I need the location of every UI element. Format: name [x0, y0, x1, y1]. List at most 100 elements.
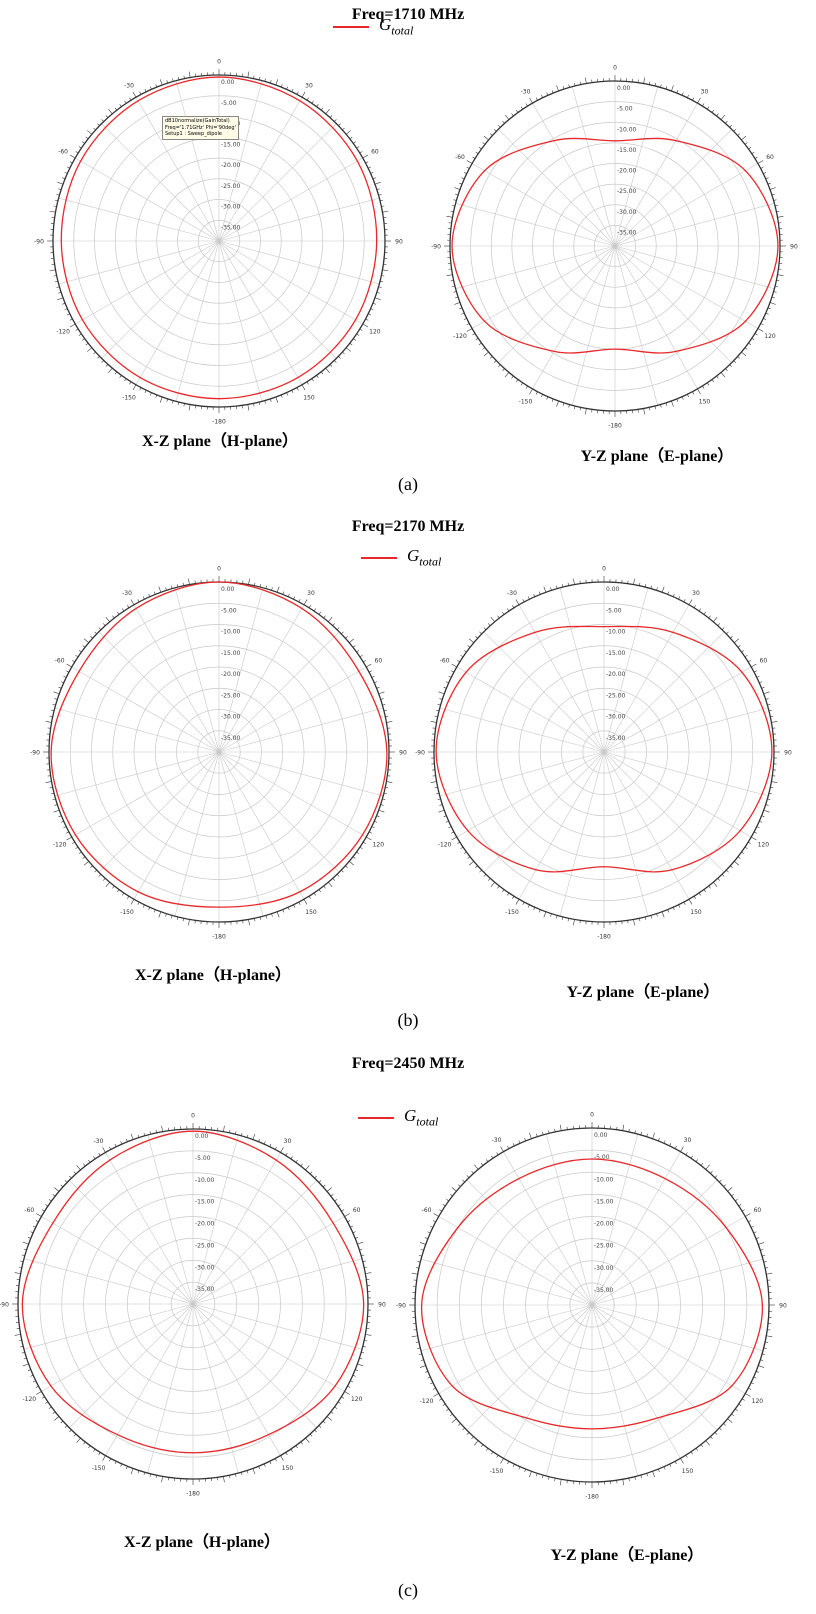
angle-tick	[695, 1159, 699, 1162]
grid-spoke	[218, 751, 367, 838]
grid-spoke	[71, 666, 220, 753]
angle-tick	[52, 1411, 56, 1414]
angle-tick	[361, 1254, 365, 1257]
angle-tick	[436, 709, 440, 712]
angle-tick	[365, 318, 369, 321]
angle-tick	[14, 1334, 21, 1336]
angle-tick	[326, 1416, 332, 1421]
angle-tick	[703, 889, 706, 893]
angle-tick	[454, 302, 461, 305]
radial-label: -25.00	[594, 1243, 614, 1250]
angle-tick	[702, 385, 705, 389]
angle-tick	[158, 586, 162, 593]
angle-tick	[127, 605, 130, 608]
angle-tick	[516, 379, 519, 383]
angle-tick	[518, 1466, 521, 1470]
angle-tick	[459, 182, 463, 185]
angle-tick	[382, 798, 386, 800]
angle-label: 120	[752, 1398, 764, 1405]
angle-tick	[450, 280, 454, 282]
gtotal-point	[275, 1159, 277, 1161]
angle-tick	[548, 1130, 550, 1134]
angle-label: -60	[440, 658, 450, 665]
angle-tick	[36, 1391, 42, 1395]
grid-spoke	[603, 751, 752, 838]
angle-tick	[451, 285, 455, 287]
radial-label: -20.00	[594, 1221, 614, 1228]
angle-tick	[308, 605, 311, 608]
grid-spoke	[614, 245, 732, 363]
angle-tick	[280, 84, 283, 88]
angle-tick	[474, 1164, 479, 1170]
angle-tick	[688, 599, 693, 605]
angle-tick	[94, 869, 97, 873]
angle-tick	[759, 681, 763, 684]
gtotal-point	[218, 581, 220, 583]
angle-tick	[683, 599, 686, 603]
angle-tick	[562, 402, 565, 406]
angle-tick	[159, 79, 163, 86]
angle-tick	[313, 608, 316, 612]
grid-spoke	[456, 666, 605, 753]
grid-spoke	[192, 1303, 239, 1474]
angle-tick	[716, 113, 719, 117]
angle-tick	[165, 587, 167, 591]
angle-tick	[463, 172, 467, 174]
angle-tick	[235, 1131, 237, 1135]
angle-tick	[188, 919, 190, 926]
angle-tick	[745, 1393, 751, 1397]
angle-tick	[556, 400, 559, 407]
angle-tick	[75, 846, 79, 849]
angle-tick	[466, 166, 470, 169]
grid-spoke	[218, 751, 340, 873]
angle-tick	[766, 1272, 773, 1275]
angle-tick	[280, 1147, 284, 1153]
angle-tick	[482, 347, 486, 350]
angle-tick	[716, 375, 719, 379]
angle-tick	[507, 1461, 510, 1465]
gtotal-point	[675, 140, 677, 142]
gtotal-point	[334, 1385, 336, 1387]
angle-tick	[14, 1272, 21, 1274]
angle-tick	[314, 1429, 317, 1433]
angle-tick	[771, 296, 775, 299]
angle-tick	[83, 1441, 86, 1445]
angle-tick	[129, 381, 132, 385]
angle-tick	[733, 360, 737, 363]
angle-label: 90	[790, 244, 798, 251]
angle-tick	[349, 136, 353, 140]
angle-tick	[471, 1436, 474, 1439]
radial-label: -30.00	[221, 204, 241, 211]
legend-swatch	[358, 1117, 394, 1119]
angle-tick	[270, 398, 272, 402]
radial-label: -30.00	[195, 1264, 215, 1271]
angle-tick	[41, 1396, 45, 1399]
angle-tick	[671, 400, 674, 407]
angle-tick	[32, 1225, 36, 1228]
angle-tick	[122, 892, 125, 896]
angle-tick	[66, 663, 72, 668]
polar-plot-c-xz: 0 30 60 90 120 150 -180 -150 -120 -90 -60 -30 0.00 -5…	[0, 1113, 386, 1498]
angle-tick	[258, 401, 261, 406]
grid-spoke	[614, 86, 658, 247]
angle-tick	[430, 781, 437, 783]
angle-tick	[461, 177, 465, 180]
angle-tick	[633, 578, 635, 585]
polar-plot-a-yz: 0 30 60 90 120 150 -180 -150 -120 -90 -60 -30 0.00 -5…	[431, 65, 798, 430]
angle-label: -150	[92, 1465, 106, 1472]
grid-spoke	[218, 751, 305, 900]
angle-tick	[148, 907, 151, 911]
angle-tick	[767, 182, 771, 185]
angle-tick	[254, 918, 256, 922]
grid-spoke	[603, 751, 769, 797]
angle-tick	[765, 312, 769, 315]
angle-tick	[460, 655, 464, 658]
angle-tick	[371, 675, 375, 678]
angle-tick	[60, 1184, 64, 1188]
angle-tick	[364, 1340, 368, 1342]
angle-label: 60	[760, 658, 768, 665]
angle-tick	[562, 86, 565, 90]
panel-label-c: (c)	[398, 1580, 418, 1600]
angle-tick	[129, 97, 132, 101]
angle-tick	[58, 815, 62, 818]
